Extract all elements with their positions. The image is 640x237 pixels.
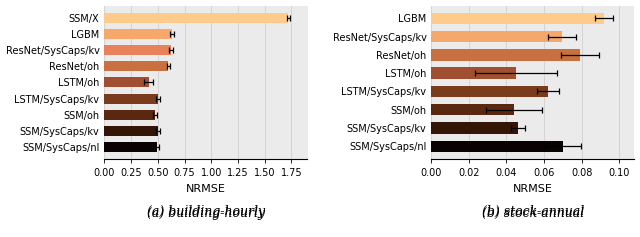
X-axis label: NRMSE: NRMSE [513,184,553,194]
Bar [431,31,562,42]
Bar [431,86,548,97]
Bar [431,49,580,60]
Bar [431,123,518,134]
Bar [104,142,157,152]
Title: (b) stock-annual: (b) stock-annual [482,207,584,220]
Bar [431,13,604,24]
Bar [104,61,168,71]
Title: (a) building-hourly: (a) building-hourly [147,207,265,220]
X-axis label: NRMSE: NRMSE [186,184,226,194]
Bar [104,77,148,87]
Bar [431,141,563,152]
Bar [104,13,288,23]
Bar [104,29,172,39]
Bar [104,126,158,136]
Bar [104,110,155,120]
Bar [431,68,516,79]
Bar [104,94,158,104]
Text: (b) stock-annual: (b) stock-annual [482,205,584,218]
Bar [104,45,171,55]
Bar [431,104,514,115]
Text: (a) building-hourly: (a) building-hourly [147,205,265,218]
